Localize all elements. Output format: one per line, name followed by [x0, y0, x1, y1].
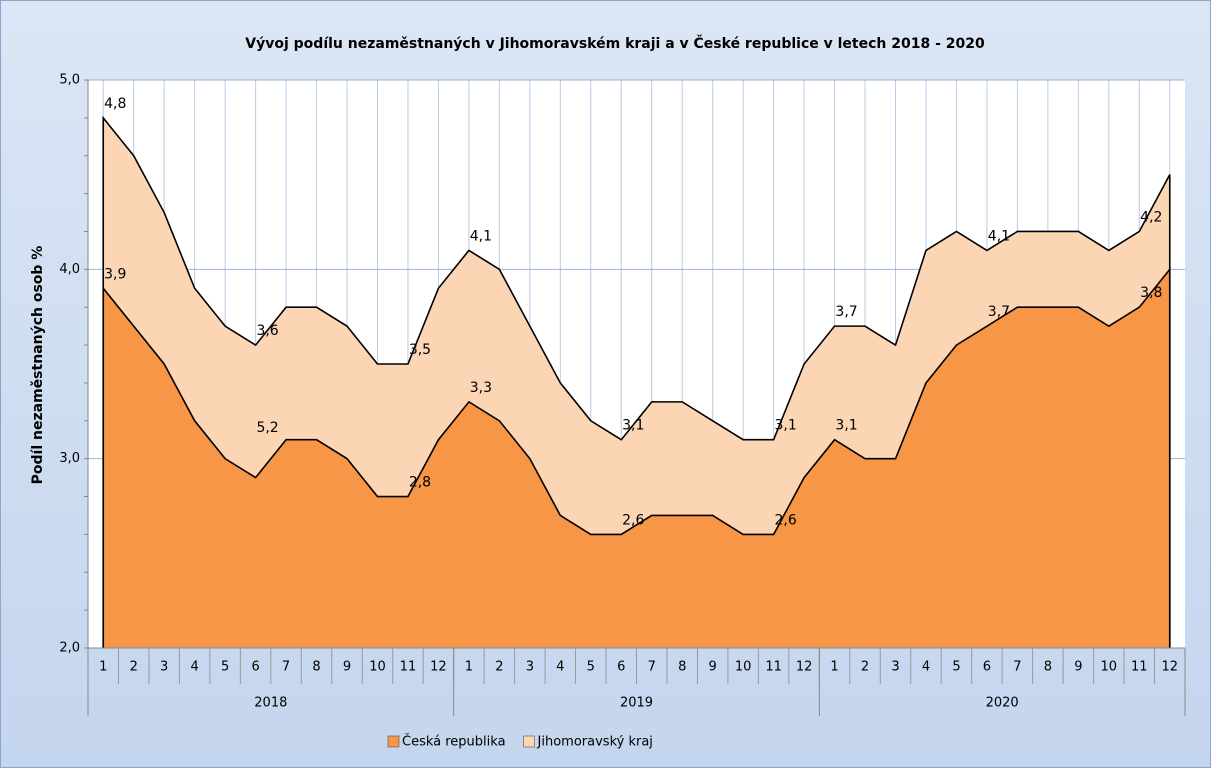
- x-tick-label: 4: [922, 660, 930, 675]
- x-tick-label: 1: [99, 660, 107, 675]
- data-label: 4,8: [104, 96, 126, 112]
- data-label: 3,9: [104, 266, 126, 282]
- data-label: 3,1: [774, 418, 796, 434]
- data-label: 2,8: [409, 475, 431, 491]
- x-tick-label: 11: [1131, 660, 1148, 675]
- x-tick-label: 8: [678, 660, 686, 675]
- data-label: 4,1: [988, 228, 1010, 244]
- data-label: 2,6: [622, 512, 644, 528]
- x-tick-label: 8: [312, 660, 320, 675]
- year-label: 2019: [620, 696, 653, 711]
- data-label: 4,2: [1140, 209, 1162, 225]
- x-tick-label: 6: [251, 660, 259, 675]
- x-tick-label: 4: [556, 660, 564, 675]
- y-tick-label: 4,0: [59, 262, 80, 277]
- y-tick-label: 2,0: [59, 641, 80, 656]
- x-tick-label: 11: [765, 660, 782, 675]
- x-tick-label: 6: [983, 660, 991, 675]
- data-label: 3,3: [470, 380, 492, 396]
- chart-title: Vývoj podílu nezaměstnaných v Jihomoravs…: [245, 34, 985, 52]
- area: [103, 269, 1170, 648]
- x-tick-label: 1: [465, 660, 473, 675]
- area-outline: [102, 115, 1171, 648]
- x-tick-label: 3: [526, 660, 534, 675]
- x-tick-label: 10: [369, 660, 386, 675]
- data-label: 3,5: [409, 342, 431, 358]
- x-tick-label: 7: [1013, 660, 1021, 675]
- x-tick-label: 8: [1044, 660, 1052, 675]
- x-tick-label: 3: [891, 660, 899, 675]
- x-tick-label: 12: [796, 660, 813, 675]
- legend-label: Jihomoravský kraj: [537, 735, 653, 750]
- data-label: 4,1: [470, 228, 492, 244]
- legend-swatch: [523, 735, 535, 748]
- x-tick-label: 12: [1161, 660, 1178, 675]
- x-tick-label: 5: [221, 660, 229, 675]
- y-tick-label: 5,0: [59, 73, 80, 88]
- data-label: 3,6: [256, 323, 278, 339]
- x-tick-label: 2: [495, 660, 503, 675]
- legend-label: Česká republika: [402, 734, 506, 750]
- x-tick-label: 6: [617, 660, 625, 675]
- annotation: 5,2: [256, 420, 278, 436]
- year-label: 2020: [986, 696, 1019, 711]
- y-axis-title: Podíl nezaměstnaných osob %: [30, 246, 46, 485]
- x-tick-label: 5: [952, 660, 960, 675]
- data-label: 3,7: [835, 304, 857, 320]
- x-tick-label: 10: [735, 660, 752, 675]
- x-tick-label: 9: [1074, 660, 1082, 675]
- data-label: 3,1: [835, 418, 857, 434]
- legend-swatch: [387, 735, 400, 748]
- x-tick-label: 2: [861, 660, 869, 675]
- x-tick-label: 9: [709, 660, 717, 675]
- x-tick-label: 2: [130, 660, 138, 675]
- year-label: 2018: [254, 696, 287, 711]
- x-tick-label: 1: [830, 660, 838, 675]
- x-tick-label: 3: [160, 660, 168, 675]
- data-label: 3,7: [988, 304, 1010, 320]
- x-tick-label: 5: [587, 660, 595, 675]
- x-tick-label: 7: [648, 660, 656, 675]
- x-tick-label: 7: [282, 660, 290, 675]
- x-tick-label: 11: [400, 660, 417, 675]
- data-label: 3,8: [1140, 285, 1162, 301]
- area-outline: [102, 267, 1171, 648]
- x-tick-label: 10: [1101, 660, 1118, 675]
- x-tick-label: 4: [191, 660, 199, 675]
- x-tick-label: 9: [343, 660, 351, 675]
- data-label: 2,6: [774, 512, 796, 528]
- x-tick-label: 12: [430, 660, 447, 675]
- y-tick-label: 3,0: [59, 451, 80, 466]
- data-label: 3,1: [622, 418, 644, 434]
